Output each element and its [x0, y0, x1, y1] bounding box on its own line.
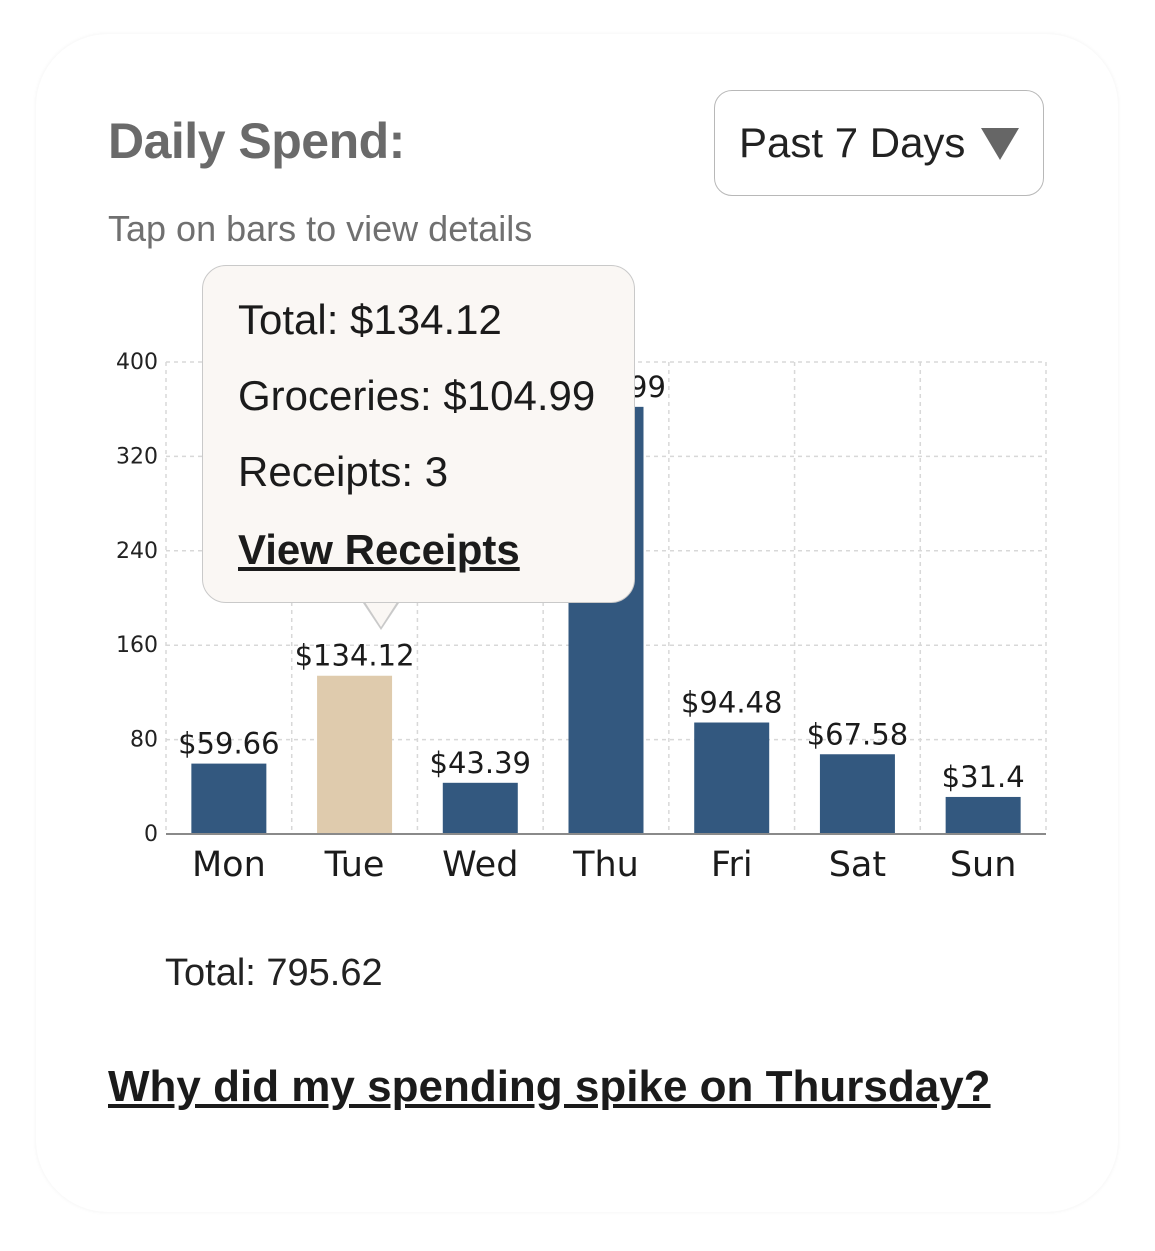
bar-sun[interactable]: [945, 796, 1021, 834]
x-tick-label: Sun: [950, 845, 1017, 885]
bar-detail-tooltip: Total: $134.12 Groceries: $104.99 Receip…: [202, 265, 635, 603]
page-title: Daily Spend:: [108, 113, 405, 169]
bar-value-label: $59.66: [178, 727, 279, 761]
date-range-selected: Past 7 Days: [739, 119, 966, 166]
x-tick-label: Tue: [324, 845, 385, 885]
y-tick-label: 240: [116, 539, 158, 564]
caret-down-icon: [981, 128, 1019, 160]
spending-spike-question-link[interactable]: Why did my spending spike on Thursday?: [108, 1062, 991, 1111]
bar-value-label: $94.48: [681, 686, 782, 720]
x-tick-label: Sat: [829, 845, 886, 885]
y-tick-label: 80: [130, 728, 158, 753]
bar-fri[interactable]: [694, 722, 770, 834]
y-tick-label: 320: [116, 444, 158, 469]
y-tick-label: 400: [116, 350, 158, 375]
bar-value-label: $31.4: [942, 760, 1025, 794]
view-receipts-link[interactable]: View Receipts: [238, 526, 520, 573]
bar-value-label: $67.58: [807, 717, 908, 751]
y-tick-label: 160: [116, 633, 158, 658]
bar-value-label: $43.39: [430, 746, 531, 780]
x-tick-label: Wed: [442, 845, 518, 885]
bar-sat[interactable]: [819, 754, 895, 834]
date-range-dropdown[interactable]: Past 7 Days: [714, 90, 1044, 196]
bar-wed[interactable]: [442, 782, 518, 834]
y-tick-label: 0: [144, 822, 158, 847]
week-total: Total: 795.62: [165, 952, 383, 994]
bar-value-label: $134.12: [295, 639, 415, 673]
x-tick-label: Thu: [572, 845, 639, 885]
x-tick-label: Mon: [192, 845, 266, 885]
tooltip-groceries: Groceries: $104.99: [238, 372, 596, 419]
chart-hint: Tap on bars to view details: [108, 208, 533, 249]
tooltip-pointer-fill: [363, 599, 399, 627]
tooltip-total: Total: $134.12: [238, 296, 502, 343]
tooltip-receipts: Receipts: 3: [238, 448, 449, 495]
bar-mon[interactable]: [191, 763, 267, 834]
bar-tue[interactable]: [317, 675, 393, 834]
x-tick-label: Fri: [711, 845, 753, 885]
